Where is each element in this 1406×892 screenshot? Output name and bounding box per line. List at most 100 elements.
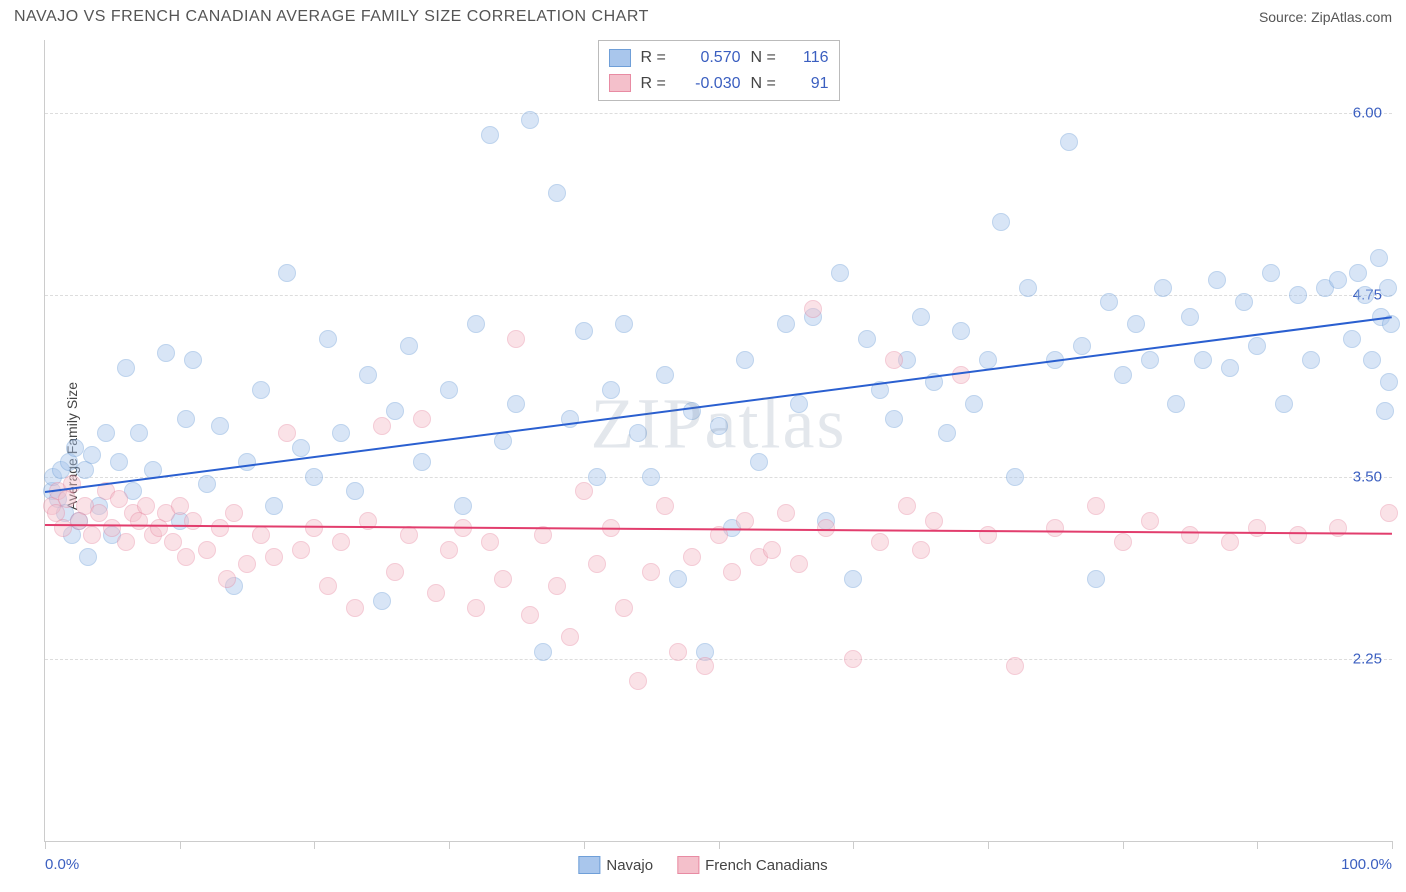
data-point: [1141, 512, 1159, 530]
data-point: [346, 482, 364, 500]
data-point: [1370, 249, 1388, 267]
legend-row: R =0.570N =116: [609, 45, 829, 71]
data-point: [211, 417, 229, 435]
data-point: [305, 519, 323, 537]
data-point: [1114, 533, 1132, 551]
data-point: [278, 424, 296, 442]
data-point: [723, 563, 741, 581]
data-point: [548, 184, 566, 202]
data-point: [494, 570, 512, 588]
data-point: [137, 497, 155, 515]
data-point: [90, 504, 108, 522]
data-point: [198, 475, 216, 493]
chart-title: NAVAJO VS FRENCH CANADIAN AVERAGE FAMILY…: [14, 8, 649, 26]
legend-label: French Canadians: [705, 857, 828, 874]
data-point: [332, 424, 350, 442]
data-point: [629, 424, 647, 442]
data-point: [1349, 264, 1367, 282]
data-point: [804, 300, 822, 318]
gridline: [45, 295, 1392, 296]
data-point: [777, 315, 795, 333]
data-point: [696, 657, 714, 675]
data-point: [1087, 570, 1105, 588]
data-point: [292, 541, 310, 559]
data-point: [184, 351, 202, 369]
data-point: [110, 490, 128, 508]
data-point: [777, 504, 795, 522]
data-point: [588, 555, 606, 573]
data-point: [1221, 533, 1239, 551]
correlation-legend: R =0.570N =116R =-0.030N =91: [598, 40, 840, 101]
data-point: [238, 453, 256, 471]
data-point: [683, 402, 701, 420]
x-axis-max-label: 100.0%: [1341, 856, 1392, 873]
data-point: [871, 533, 889, 551]
data-point: [736, 351, 754, 369]
data-point: [669, 643, 687, 661]
data-point: [63, 475, 81, 493]
gridline: [45, 477, 1392, 478]
data-point: [278, 264, 296, 282]
legend-swatch: [578, 856, 600, 874]
data-point: [400, 337, 418, 355]
legend-r-value: -0.030: [679, 71, 741, 97]
data-point: [561, 628, 579, 646]
gridline: [45, 113, 1392, 114]
data-point: [736, 512, 754, 530]
data-point: [1073, 337, 1091, 355]
data-point: [413, 453, 431, 471]
data-point: [790, 555, 808, 573]
legend-r-value: 0.570: [679, 45, 741, 71]
data-point: [319, 577, 337, 595]
data-point: [386, 563, 404, 581]
data-point: [164, 533, 182, 551]
data-point: [1221, 359, 1239, 377]
data-point: [979, 351, 997, 369]
x-tick: [853, 841, 854, 849]
data-point: [83, 526, 101, 544]
data-point: [1087, 497, 1105, 515]
series-legend: Navajo French Canadians: [578, 856, 827, 874]
data-point: [1060, 133, 1078, 151]
data-point: [602, 381, 620, 399]
data-point: [481, 126, 499, 144]
data-point: [1363, 351, 1381, 369]
x-tick: [988, 841, 989, 849]
data-point: [656, 497, 674, 515]
data-point: [1194, 351, 1212, 369]
data-point: [481, 533, 499, 551]
data-point: [1114, 366, 1132, 384]
data-point: [1329, 271, 1347, 289]
data-point: [413, 410, 431, 428]
data-point: [400, 526, 418, 544]
data-point: [885, 410, 903, 428]
data-point: [750, 453, 768, 471]
data-point: [1208, 271, 1226, 289]
data-point: [790, 395, 808, 413]
data-point: [1154, 279, 1172, 297]
data-point: [898, 497, 916, 515]
source-label: Source: ZipAtlas.com: [1259, 9, 1392, 25]
legend-label: Navajo: [606, 857, 653, 874]
data-point: [305, 468, 323, 486]
data-point: [575, 322, 593, 340]
data-point: [642, 468, 660, 486]
data-point: [1141, 351, 1159, 369]
legend-n-label: N =: [751, 71, 779, 97]
data-point: [103, 519, 121, 537]
data-point: [629, 672, 647, 690]
data-point: [1181, 526, 1199, 544]
data-point: [218, 570, 236, 588]
legend-item: French Canadians: [677, 856, 828, 874]
data-point: [683, 548, 701, 566]
data-point: [427, 584, 445, 602]
data-point: [1356, 286, 1374, 304]
data-point: [1380, 373, 1398, 391]
data-point: [885, 351, 903, 369]
data-point: [454, 497, 472, 515]
legend-swatch: [609, 49, 631, 67]
data-point: [952, 322, 970, 340]
data-point: [332, 533, 350, 551]
x-axis-min-label: 0.0%: [45, 856, 79, 873]
data-point: [83, 446, 101, 464]
